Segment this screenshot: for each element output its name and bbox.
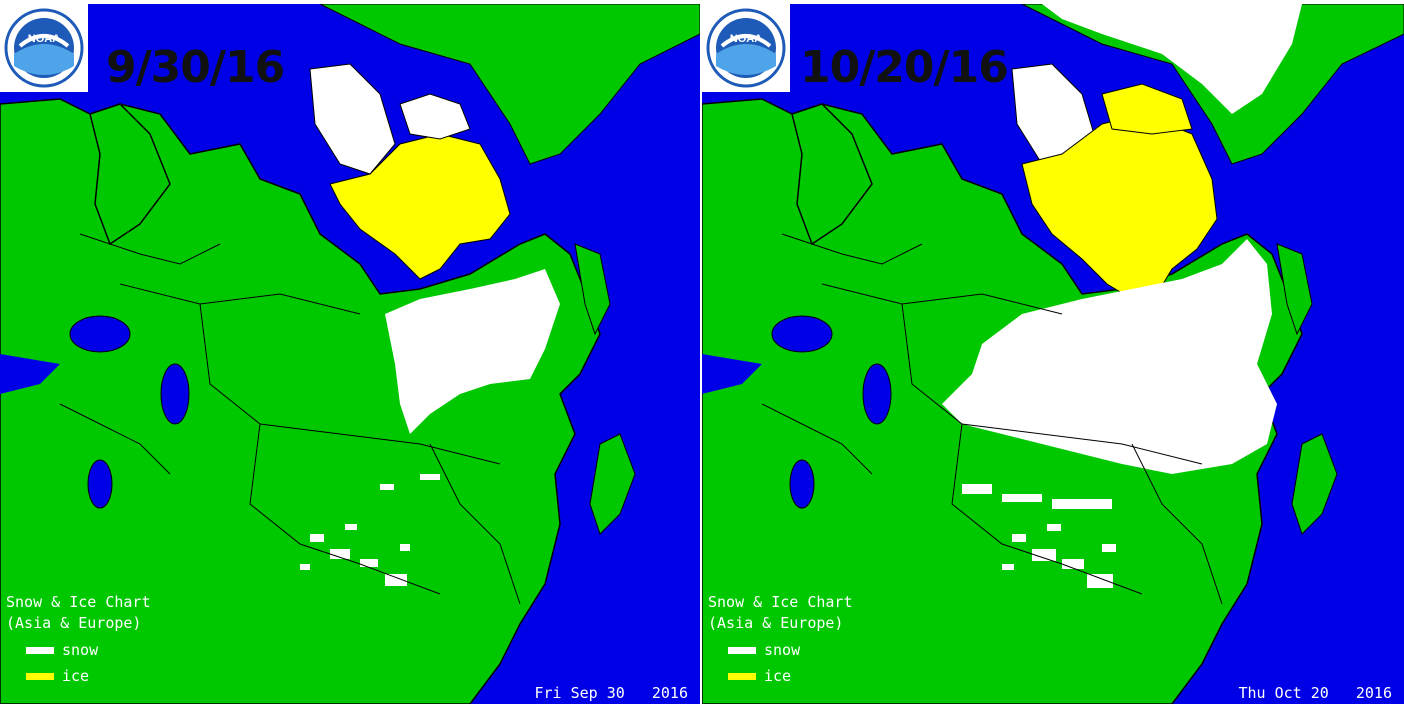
footer-date: Thu Oct 20 2016 — [1238, 684, 1392, 702]
legend-snow: snow — [6, 640, 151, 660]
snow-tibet — [300, 474, 440, 586]
legend: Snow & Ice Chart (Asia & Europe) snow ic… — [708, 592, 853, 686]
map-panel-oct20: NOAA 10/20/16 Snow & Ice Chart (Asia & E… — [702, 4, 1404, 704]
legend-title: Snow & Ice Chart — [6, 593, 151, 611]
legend-subtitle: (Asia & Europe) — [6, 614, 142, 632]
ice-arctic-islands — [1101, 83, 1193, 135]
legend-title: Snow & Ice Chart — [708, 593, 853, 611]
legend-ice-label: ice — [62, 666, 90, 685]
legend-snow-label: snow — [62, 640, 99, 659]
ice-arctic — [329, 133, 511, 280]
legend-snow-label: snow — [764, 640, 801, 659]
land-kamchatka — [574, 243, 611, 336]
date-label: 10/20/16 — [800, 42, 1009, 93]
sea-mediterranean — [0, 354, 60, 394]
legend-ice: ice — [6, 666, 151, 686]
ice-swatch — [26, 672, 54, 680]
noaa-logo: NOAA — [702, 4, 790, 92]
land-japan — [1291, 433, 1338, 535]
noaa-logo: NOAA — [0, 4, 88, 92]
country-borders — [761, 233, 1223, 605]
svg-text:NOAA: NOAA — [28, 33, 60, 45]
snow-swatch — [26, 646, 54, 654]
snow-ice-map — [0, 4, 700, 704]
snow-swatch — [728, 646, 756, 654]
snow-north-america — [1042, 4, 1302, 114]
footer-date: Fri Sep 30 2016 — [534, 684, 688, 702]
land-scandinavia — [89, 103, 171, 246]
snow-tibet — [962, 484, 1116, 588]
date-label: 9/30/16 — [106, 42, 285, 93]
country-borders — [59, 233, 521, 605]
legend-ice-label: ice — [764, 666, 792, 685]
legend-ice: ice — [708, 666, 853, 686]
snow-greenland — [309, 63, 396, 175]
land-north-america — [319, 4, 700, 165]
legend-snow: snow — [708, 640, 853, 660]
snow-siberia — [385, 269, 560, 434]
land-scandinavia — [791, 103, 873, 246]
land-eurasia — [0, 98, 601, 704]
svg-text:NOAA: NOAA — [730, 33, 762, 45]
legend-subtitle: (Asia & Europe) — [708, 614, 844, 632]
map-panel-sep30: NOAA 9/30/16 Snow & Ice Chart (Asia & Eu… — [0, 4, 700, 704]
legend: Snow & Ice Chart (Asia & Europe) snow ic… — [6, 592, 151, 686]
ice-swatch — [728, 672, 756, 680]
snow-siberia — [942, 239, 1277, 474]
land-kamchatka — [1276, 243, 1313, 336]
snow-ice-map — [702, 4, 1404, 704]
land-arctic-islands — [399, 93, 471, 140]
land-japan — [589, 433, 636, 535]
sea-mediterranean — [702, 354, 762, 394]
